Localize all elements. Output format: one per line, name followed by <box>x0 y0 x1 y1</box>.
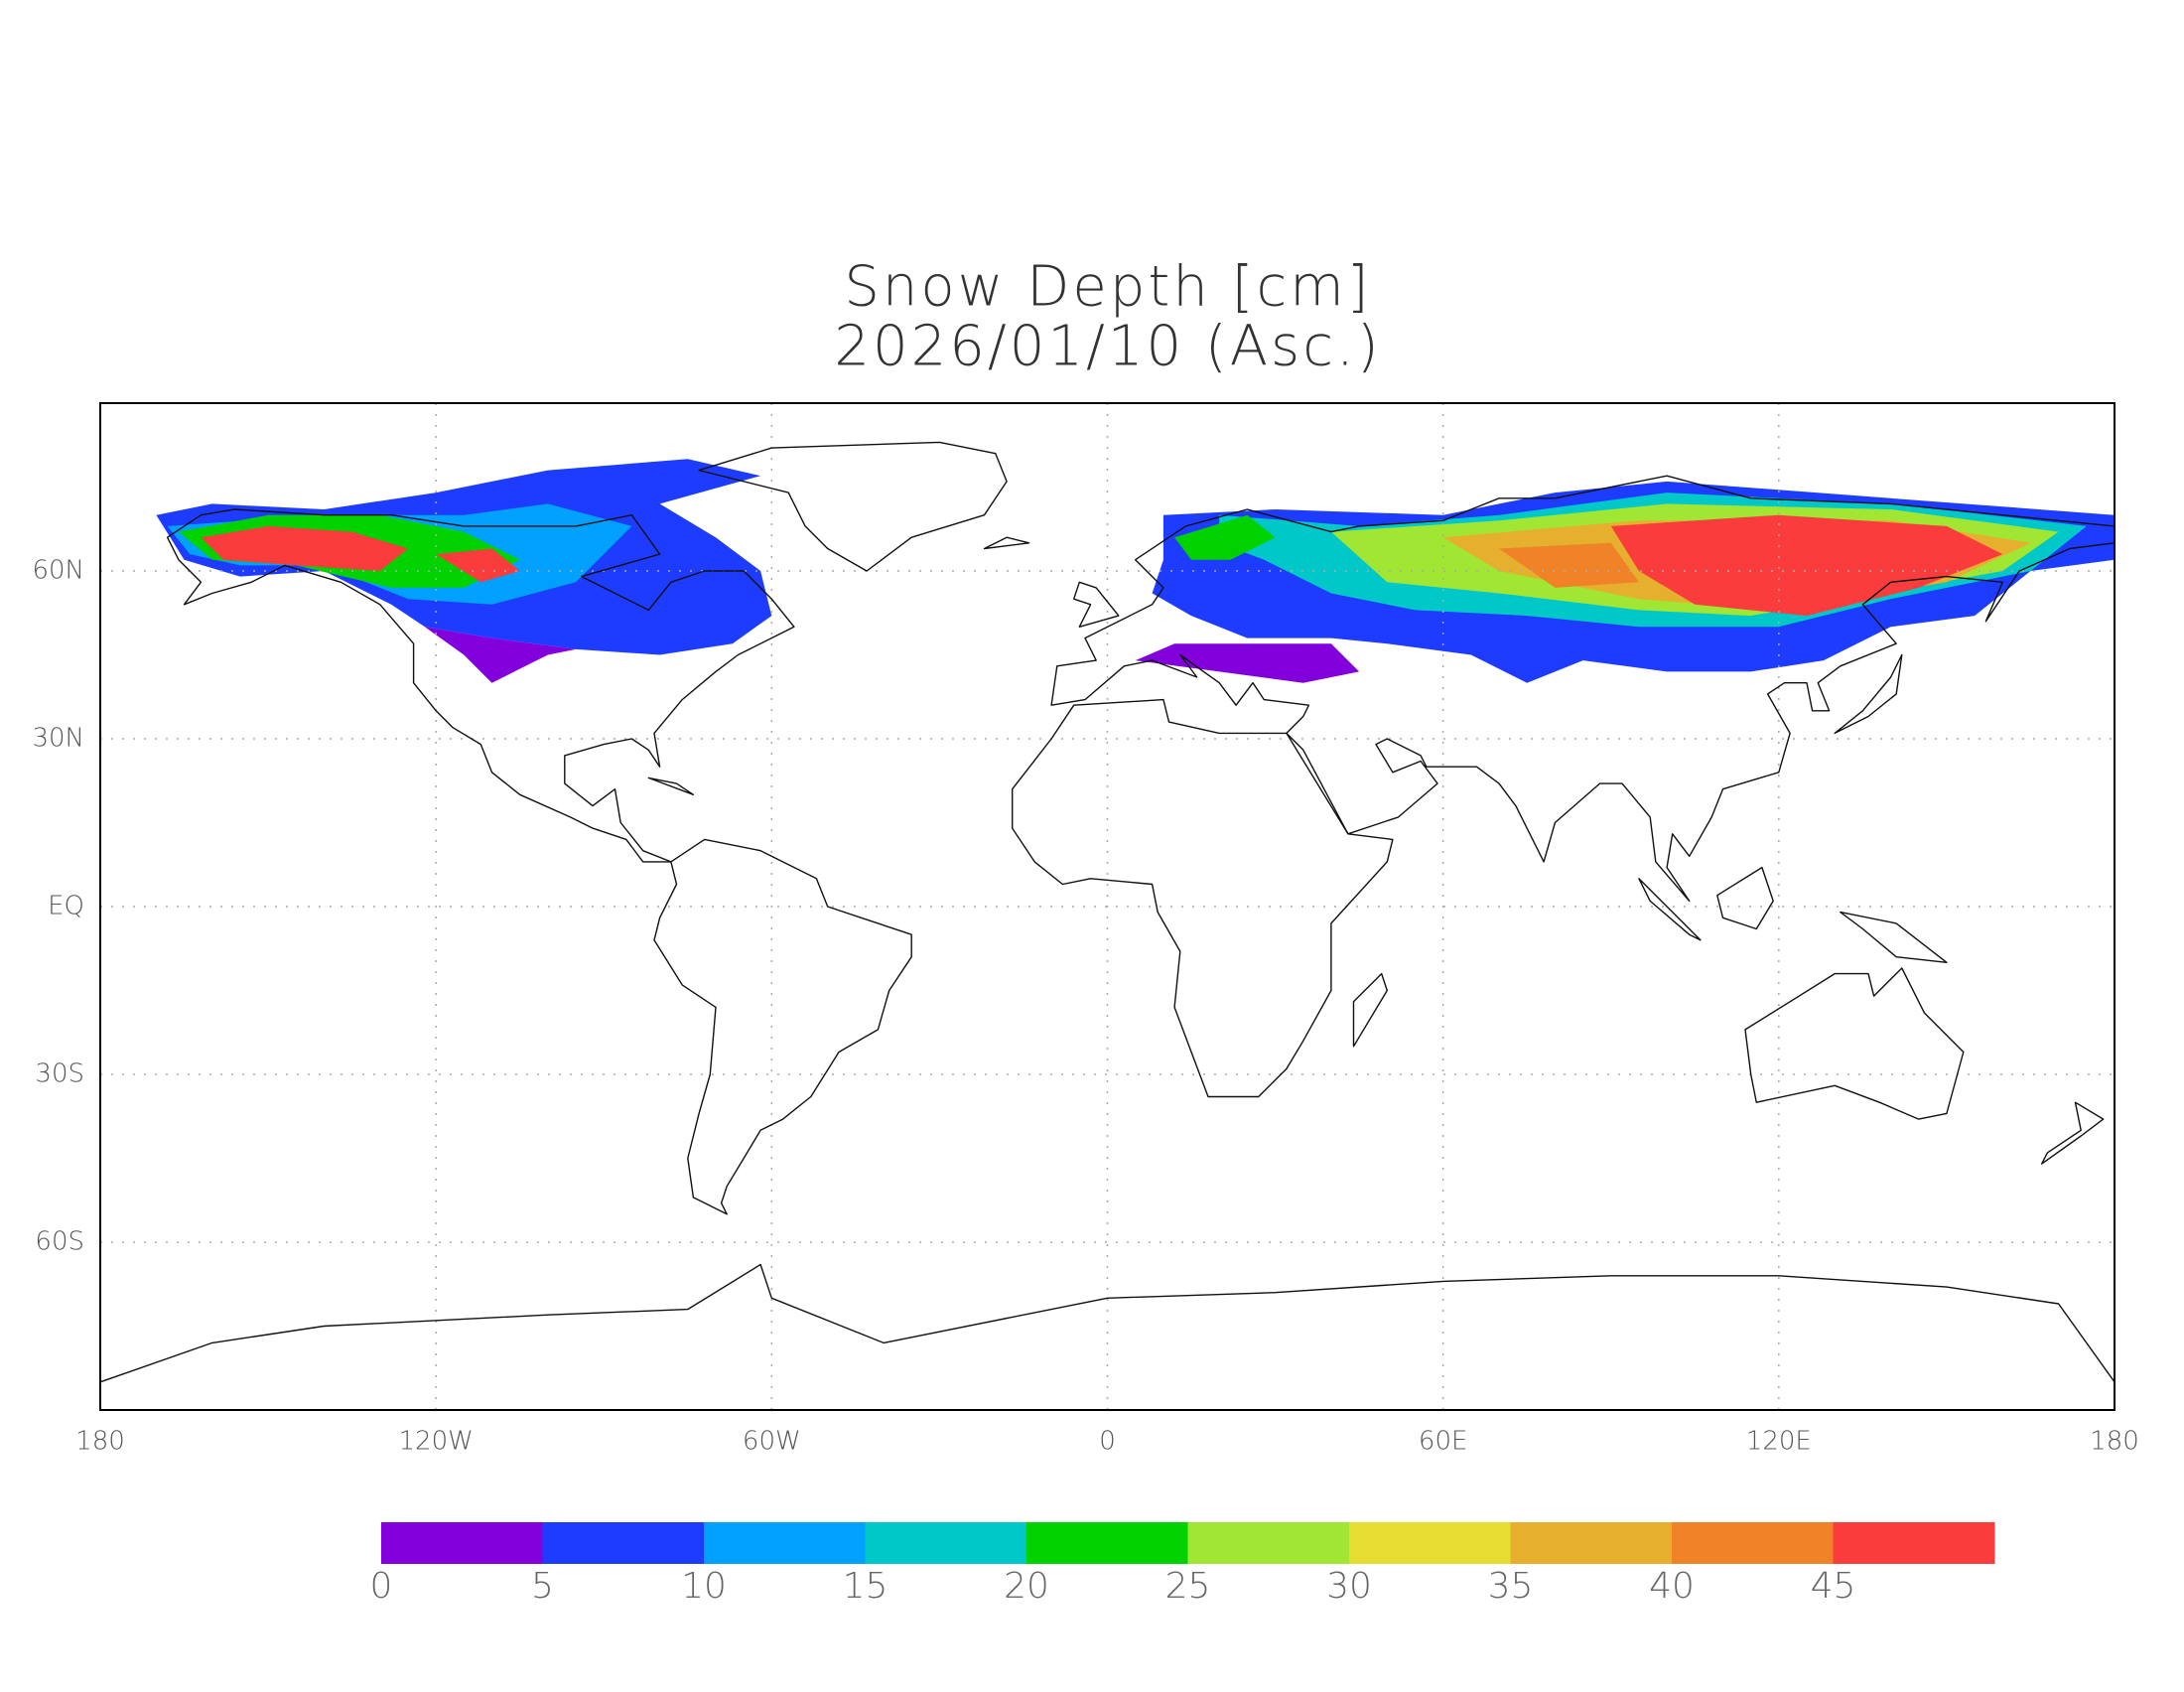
x-tick-label: 0 <box>1099 1427 1116 1457</box>
colorbar-label: 45 <box>1811 1566 1856 1607</box>
coastlines <box>99 441 2116 1383</box>
coastline <box>1012 698 1394 1098</box>
coastline <box>1050 475 2116 903</box>
coastline <box>647 776 695 795</box>
x-tick-label: 180 <box>75 1427 125 1457</box>
y-tick-label: 60N <box>32 556 84 586</box>
coastline <box>1352 972 1388 1048</box>
coastline <box>1744 967 1965 1120</box>
x-tick-label: 180 <box>2090 1427 2139 1457</box>
coastline <box>99 1263 2116 1383</box>
snow-patch <box>1499 542 1639 588</box>
y-tick-label: 30S <box>35 1059 84 1089</box>
snow-patch <box>1174 514 1276 560</box>
colorbar-swatch <box>1026 1522 1188 1564</box>
coastline <box>698 441 1008 572</box>
colorbar-label: 20 <box>1004 1566 1049 1607</box>
coastline <box>1638 878 1702 941</box>
x-tick-label: 60E <box>1419 1427 1468 1457</box>
colorbar-label: 25 <box>1165 1566 1211 1607</box>
colorbar-swatch <box>381 1522 543 1564</box>
coastline <box>983 536 1030 550</box>
coastline <box>1073 581 1120 628</box>
coastline <box>653 838 912 1215</box>
snow-patch <box>201 525 408 571</box>
title: Snow Depth [cm] <box>844 254 1371 319</box>
colorbar-label: 10 <box>681 1566 727 1607</box>
grid <box>100 403 2115 1410</box>
colorbar-swatch <box>1672 1522 1834 1564</box>
map-frame <box>99 402 2116 1411</box>
subtitle: 2026/01/10 (Asc.) <box>834 314 1381 378</box>
colorbar-swatch <box>1833 1522 1995 1564</box>
snow-patch <box>424 627 577 683</box>
coastline <box>2041 1101 2105 1165</box>
snow-patch <box>1135 643 1360 683</box>
colorbar-label: 35 <box>1488 1566 1534 1607</box>
snow-patch <box>1610 514 2003 617</box>
coastline <box>166 508 795 863</box>
coastline <box>1834 653 1903 735</box>
snow-field <box>156 459 2115 683</box>
colorbar-label: 0 <box>370 1566 393 1607</box>
colorbar-label: 30 <box>1326 1566 1372 1607</box>
x-tick-label: 120E <box>1746 1427 1812 1457</box>
colorbar-swatch <box>542 1522 705 1564</box>
coastline <box>1840 911 1948 963</box>
y-tick-label: 30N <box>32 724 84 754</box>
colorbar-swatch <box>1187 1522 1350 1564</box>
colorbar: 0 5 10 15 20 25 30 35 40 45 <box>370 1522 1995 1607</box>
colorbar-swatch <box>704 1522 866 1564</box>
y-tick-label: EQ <box>48 892 84 921</box>
colorbar-swatch <box>1349 1522 1511 1564</box>
snow-patch <box>436 548 520 583</box>
colorbar-label: 5 <box>531 1566 554 1607</box>
axes: 180 120W 60W 0 60E 120E 180 60N 30N EQ 30S 60S <box>32 556 2138 1457</box>
colorbar-swatch <box>1510 1522 1673 1564</box>
colorbar-swatch <box>865 1522 1027 1564</box>
y-tick-label: 60S <box>35 1227 84 1257</box>
coastline <box>1716 866 1774 930</box>
x-tick-label: 60W <box>743 1427 801 1457</box>
colorbar-label: 15 <box>843 1566 888 1607</box>
x-tick-label: 120W <box>398 1427 473 1457</box>
colorbar-label: 40 <box>1649 1566 1695 1607</box>
